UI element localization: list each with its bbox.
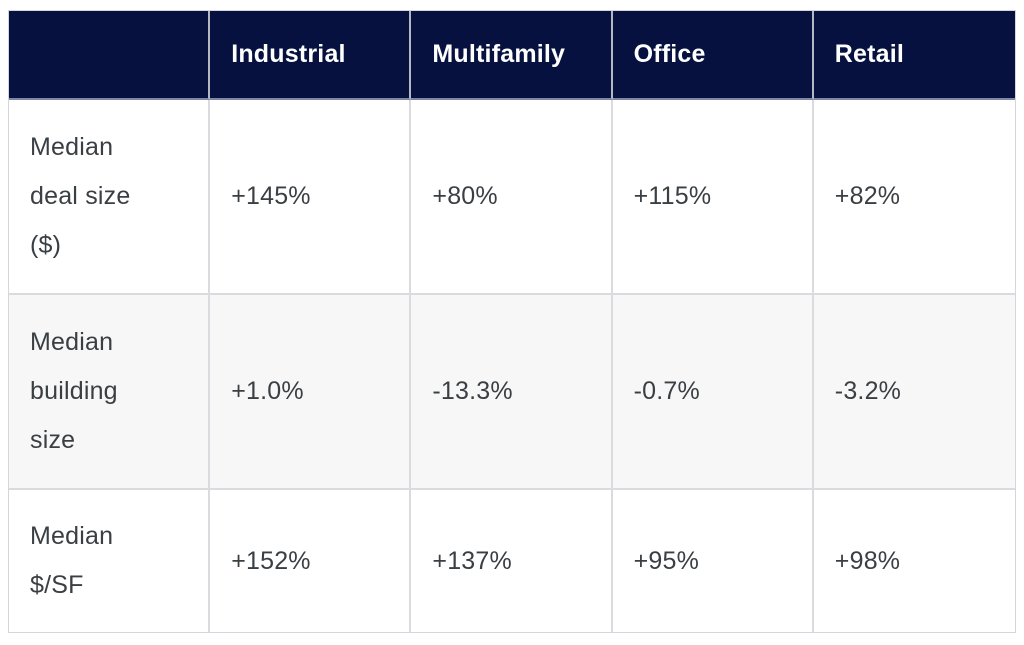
row-label-median-dollar-per-sf: Median $/SF bbox=[9, 490, 211, 632]
row-label-median-deal-size: Median deal size ($) bbox=[9, 100, 211, 295]
cell-deal-size-industrial: +145% bbox=[210, 100, 412, 295]
header-cell-blank bbox=[9, 11, 211, 100]
cell-dollar-sf-office: +95% bbox=[612, 490, 814, 632]
cell-dollar-sf-multifamily: +137% bbox=[411, 490, 613, 632]
header-cell-industrial: Industrial bbox=[210, 11, 412, 100]
cell-dollar-sf-retail: +98% bbox=[813, 490, 1015, 632]
header-cell-multifamily: Multifamily bbox=[411, 11, 613, 100]
header-cell-retail: Retail bbox=[813, 11, 1015, 100]
cell-building-size-industrial: +1.0% bbox=[210, 295, 412, 490]
cell-dollar-sf-industrial: +152% bbox=[210, 490, 412, 632]
cell-building-size-multifamily: -13.3% bbox=[411, 295, 613, 490]
cell-building-size-office: -0.7% bbox=[612, 295, 814, 490]
cell-deal-size-multifamily: +80% bbox=[411, 100, 613, 295]
cell-deal-size-retail: +82% bbox=[813, 100, 1015, 295]
cell-building-size-retail: -3.2% bbox=[813, 295, 1015, 490]
row-label-median-building-size: Median building size bbox=[9, 295, 211, 490]
header-cell-office: Office bbox=[612, 11, 814, 100]
comparison-table: Industrial Multifamily Office Retail Med… bbox=[8, 10, 1016, 633]
cell-deal-size-office: +115% bbox=[612, 100, 814, 295]
